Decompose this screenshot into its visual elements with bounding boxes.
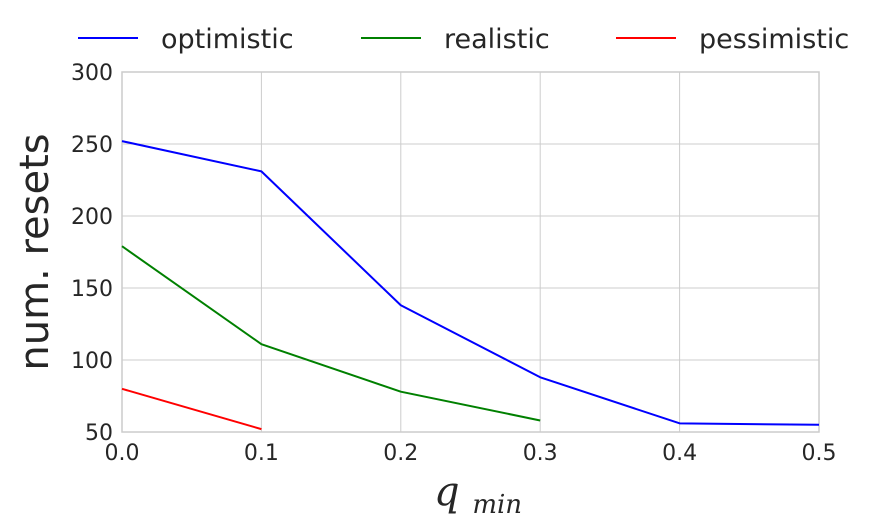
x-tick-label: 0.4 [662,441,697,466]
y-tick-label: 300 [71,61,113,86]
x-axis-label-main: q [434,469,460,515]
x-tick-label: 0.3 [523,441,558,466]
series-line-optimistic [121,140,820,426]
series-lines [121,140,820,431]
series-line-realistic [121,245,541,422]
x-tick-label: 0.0 [105,441,140,466]
y-axis-label: num. resets [12,133,58,370]
legend-label-optimistic: optimistic [161,24,294,55]
y-tick-label: 50 [85,421,113,446]
legend: optimistic realistic pessimistic [78,24,849,55]
y-tick-labels: 50 100 150 200 250 300 [71,61,113,446]
x-axis-label-subscript: min [472,490,522,520]
x-axis-label: q min [434,469,522,520]
x-tick-label: 0.5 [802,441,837,466]
x-tick-labels: 0.0 0.1 0.2 0.3 0.4 0.5 [105,441,837,466]
x-tick-label: 0.1 [244,441,279,466]
legend-label-realistic: realistic [444,24,550,55]
y-tick-label: 200 [71,205,113,230]
y-tick-label: 100 [71,349,113,374]
x-tick-label: 0.2 [383,441,418,466]
plot-frame [121,71,820,433]
legend-label-pessimistic: pessimistic [699,24,849,55]
y-tick-label: 250 [71,133,113,158]
y-tick-label: 150 [71,277,113,302]
series-line-pessimistic [121,387,262,431]
grid [121,71,820,433]
